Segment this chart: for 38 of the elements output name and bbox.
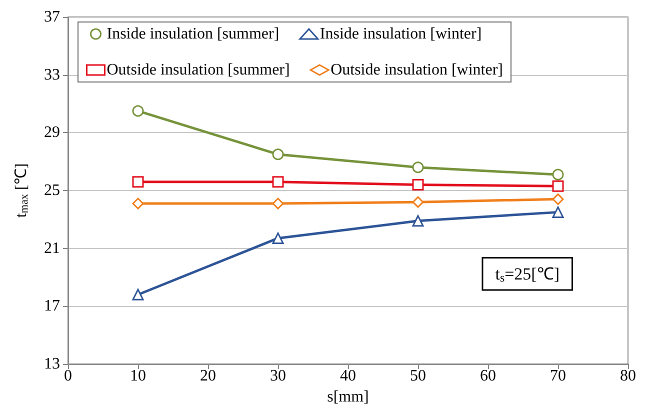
point	[552, 180, 564, 192]
point	[132, 176, 144, 188]
y-tick-label: 29	[44, 124, 60, 142]
point	[272, 232, 284, 244]
point	[132, 198, 144, 210]
point	[412, 178, 424, 190]
y-tick-label: 13	[44, 356, 60, 372]
x-tick-label: 50	[410, 368, 426, 384]
point	[552, 206, 564, 218]
point	[132, 288, 144, 300]
x-axis-title: s[mm]	[327, 388, 369, 406]
point	[552, 168, 564, 180]
x-tick-label: 30	[270, 368, 286, 384]
point	[272, 176, 284, 188]
x-tick-label: 0	[64, 368, 72, 384]
y-tick-label: 37	[44, 8, 60, 26]
legend-label: Inside insulation [summer]	[106, 26, 280, 42]
y-tick-label: 17	[44, 298, 60, 315]
point	[552, 193, 564, 205]
y-tick-label: 25	[44, 182, 60, 199]
point	[412, 196, 424, 208]
y-axis-title: tmax [℃]	[12, 163, 30, 218]
x-tick-label: 20	[200, 368, 216, 384]
point	[132, 105, 144, 117]
x-tick-label: 60	[480, 368, 496, 384]
x-tick-label: 70	[550, 368, 566, 384]
y-tick-label: 21	[44, 240, 60, 257]
point	[412, 162, 424, 174]
x-tick-label: 80	[620, 368, 636, 384]
legend-label: Outside insulation [summer]	[106, 62, 290, 78]
point	[412, 215, 424, 227]
legend-label: Outside insulation [winter]	[330, 62, 504, 78]
x-tick-label: 10	[130, 368, 146, 384]
x-tick-label: 40	[340, 368, 356, 384]
legend-label: Inside insulation [winter]	[320, 26, 482, 42]
point	[272, 148, 284, 160]
point	[272, 198, 284, 210]
y-tick-label: 33	[44, 66, 60, 84]
